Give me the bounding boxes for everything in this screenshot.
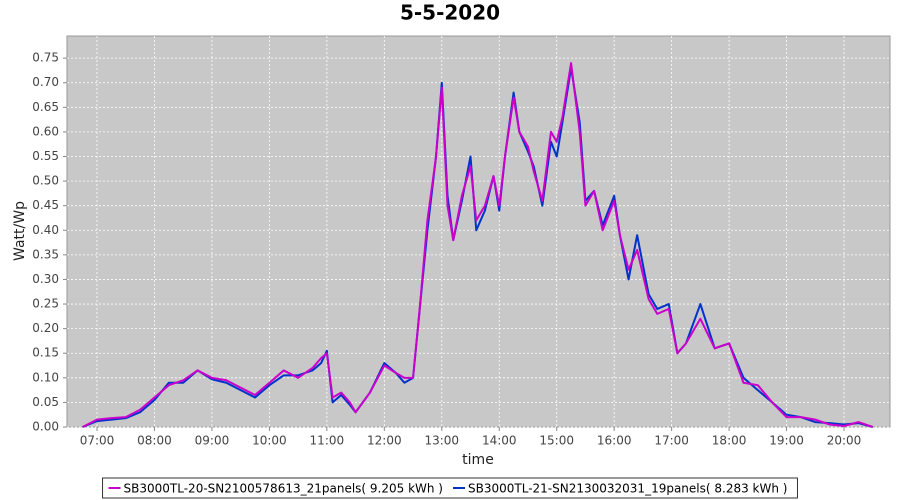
x-tick-label: 08:00: [137, 434, 172, 448]
legend-label: SB3000TL-20-SN2100578613_21panels( 9.205…: [124, 482, 443, 496]
x-tick-label: 18:00: [712, 434, 747, 448]
x-tick-label: 17:00: [654, 434, 689, 448]
y-tick-label: 0.15: [32, 346, 59, 360]
legend-box: [102, 477, 798, 499]
y-tick-label: 0.05: [32, 395, 59, 409]
legend-label: SB3000TL-21-SN2130032031_19panels( 8.283…: [468, 482, 787, 496]
x-tick-label: 10:00: [252, 434, 287, 448]
x-tick-label: 13:00: [424, 434, 459, 448]
x-tick-label: 12:00: [367, 434, 402, 448]
x-tick-label: 15:00: [539, 434, 574, 448]
legend: SB3000TL-20-SN2100578613_21panels( 9.205…: [102, 477, 798, 499]
y-tick-label: 0.25: [32, 297, 59, 311]
y-tick-label: 0.45: [32, 198, 59, 212]
plot-area: [66, 35, 891, 428]
y-tick-label: 0.35: [32, 247, 59, 261]
x-tick-label: 16:00: [597, 434, 632, 448]
y-tick-label: 0.00: [32, 420, 59, 434]
y-tick-label: 0.65: [32, 100, 59, 114]
x-tick-label: 09:00: [195, 434, 230, 448]
x-tick-label: 11:00: [310, 434, 345, 448]
y-tick-label: 0.40: [32, 223, 59, 237]
y-axis-title: Watt/Wp: [12, 201, 28, 261]
x-tick-label: 07:00: [80, 434, 115, 448]
x-tick-label: 20:00: [827, 434, 862, 448]
x-tick-label: 14:00: [482, 434, 517, 448]
y-tick-label: 0.60: [32, 124, 59, 138]
y-tick-label: 0.10: [32, 370, 59, 384]
y-tick-label: 0.50: [32, 174, 59, 188]
y-tick-label: 0.70: [32, 75, 59, 89]
x-tick-label: 19:00: [769, 434, 804, 448]
y-tick-label: 0.75: [32, 51, 59, 65]
chart-title: 5-5-2020: [400, 1, 500, 25]
y-tick-label: 0.20: [32, 321, 59, 335]
y-tick-label: 0.30: [32, 272, 59, 286]
x-axis-title: time: [462, 452, 494, 468]
y-tick-label: 0.55: [32, 149, 59, 163]
series-line: [82, 62, 874, 428]
